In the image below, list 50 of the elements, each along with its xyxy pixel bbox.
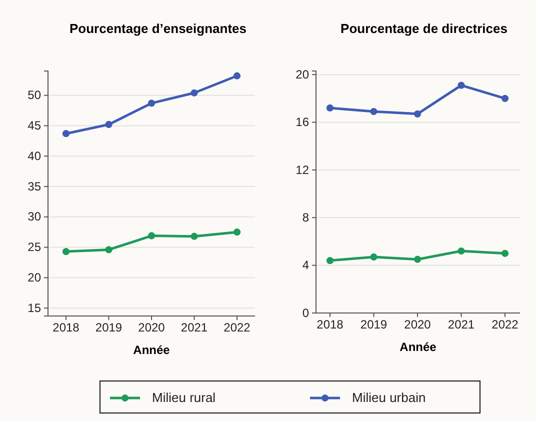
- x-tick-label: 2021: [448, 318, 475, 332]
- chart-title: Pourcentage d’enseignantes: [70, 21, 246, 36]
- y-tick-label: 16: [296, 115, 310, 130]
- x-tick-label: 2018: [52, 320, 80, 335]
- y-tick-label: 25: [28, 240, 42, 254]
- point: [233, 228, 241, 236]
- point: [458, 82, 465, 89]
- point: [501, 94, 509, 102]
- point: [326, 256, 334, 264]
- point: [414, 110, 422, 118]
- x-tick-label: 2020: [138, 320, 166, 335]
- y-tick-label: 15: [28, 300, 42, 315]
- y-tick-label: 4: [302, 258, 310, 272]
- point: [190, 89, 198, 96]
- point: [62, 130, 70, 138]
- point: [414, 256, 422, 263]
- y-tick-label: 30: [28, 210, 42, 224]
- x-tick-label: 2019: [95, 320, 122, 335]
- point: [458, 247, 465, 255]
- y-tick-label: 20: [296, 67, 310, 82]
- y-tick-label: 50: [28, 88, 42, 102]
- point: [148, 100, 156, 107]
- x-axis-title: Année: [400, 340, 437, 354]
- y-tick-label: 20: [28, 270, 42, 285]
- legend-label: Milieu urbain: [352, 390, 426, 405]
- y-tick-label: 8: [302, 210, 310, 224]
- point: [501, 250, 509, 257]
- point: [370, 253, 378, 261]
- point: [148, 232, 156, 240]
- y-tick-label: 40: [28, 148, 42, 163]
- chart-title: Pourcentage de directrices: [340, 21, 508, 36]
- legend-label: Milieu rural: [152, 390, 216, 405]
- point: [105, 246, 112, 254]
- x-tick-label: 2019: [360, 318, 388, 332]
- y-tick-label: 45: [28, 118, 42, 133]
- y-tick-label: 12: [296, 162, 310, 177]
- y-tick-label: 35: [28, 179, 42, 194]
- x-tick-label: 2022: [224, 320, 251, 335]
- point: [190, 232, 198, 240]
- point: [233, 72, 241, 80]
- point: [105, 120, 112, 128]
- point: [370, 108, 378, 116]
- x-tick-label: 2022: [492, 318, 519, 332]
- y-tick-label: 0: [302, 306, 310, 320]
- x-tick-label: 2018: [316, 318, 344, 332]
- point: [62, 248, 70, 256]
- point: [326, 104, 334, 112]
- x-tick-label: 2020: [404, 318, 432, 332]
- x-tick-label: 2021: [180, 320, 208, 335]
- x-axis-title: Année: [133, 343, 170, 357]
